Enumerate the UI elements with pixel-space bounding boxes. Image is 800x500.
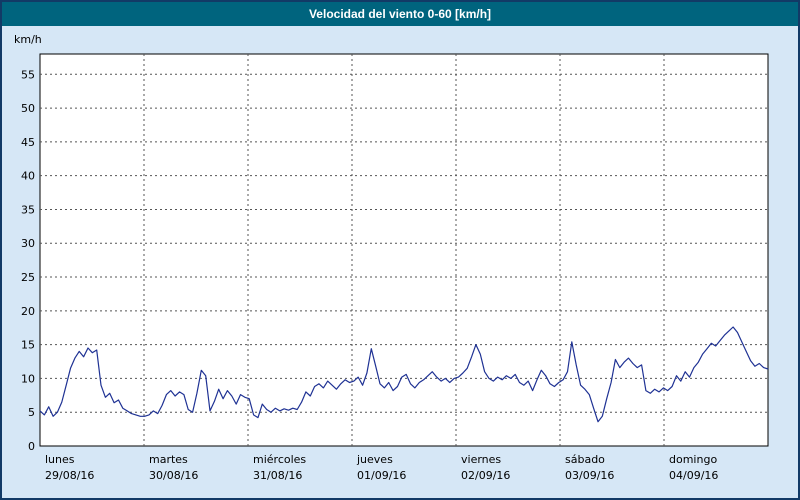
y-tick-label: 50 — [21, 102, 35, 115]
y-tick-label: 30 — [21, 237, 35, 250]
x-date-label: 31/08/16 — [253, 469, 302, 482]
x-day-label: miércoles — [253, 453, 306, 466]
plot-area — [39, 53, 769, 447]
y-tick-label: 40 — [21, 170, 35, 183]
y-tick-label: 5 — [28, 406, 35, 419]
x-date-label: 02/09/16 — [461, 469, 510, 482]
wind-series-line — [39, 326, 769, 423]
y-tick-label: 45 — [21, 136, 35, 149]
x-date-label: 03/09/16 — [565, 469, 614, 482]
title-bar: Velocidad del viento 0-60 [km/h] — [2, 2, 798, 26]
x-day-label: martes — [149, 453, 188, 466]
x-date-label: 01/09/16 — [357, 469, 406, 482]
x-date-label: 30/08/16 — [149, 469, 198, 482]
y-tick-label: 10 — [21, 372, 35, 385]
y-tick-label: 20 — [21, 305, 35, 318]
x-date-label: 04/09/16 — [669, 469, 718, 482]
y-tick-label: 15 — [21, 339, 35, 352]
x-day-label: domingo — [669, 453, 717, 466]
x-day-label: sábado — [565, 453, 605, 466]
x-day-label: viernes — [461, 453, 501, 466]
x-day-label: jueves — [356, 453, 393, 466]
x-day-label: lunes — [45, 453, 75, 466]
y-tick-label: 0 — [28, 440, 35, 453]
x-date-label: 29/08/16 — [45, 469, 94, 482]
chart-title: Velocidad del viento 0-60 [km/h] — [308, 7, 492, 21]
wind-chart-svg: km/h 0 5 10 15 20 25 30 35 40 45 50 55 lunes 29/08/16 m… — [14, 33, 769, 482]
y-tick-label: 55 — [21, 68, 35, 81]
y-tick-label: 35 — [21, 203, 35, 216]
y-tick-label: 25 — [21, 271, 35, 284]
y-axis-unit-label: km/h — [14, 33, 42, 46]
